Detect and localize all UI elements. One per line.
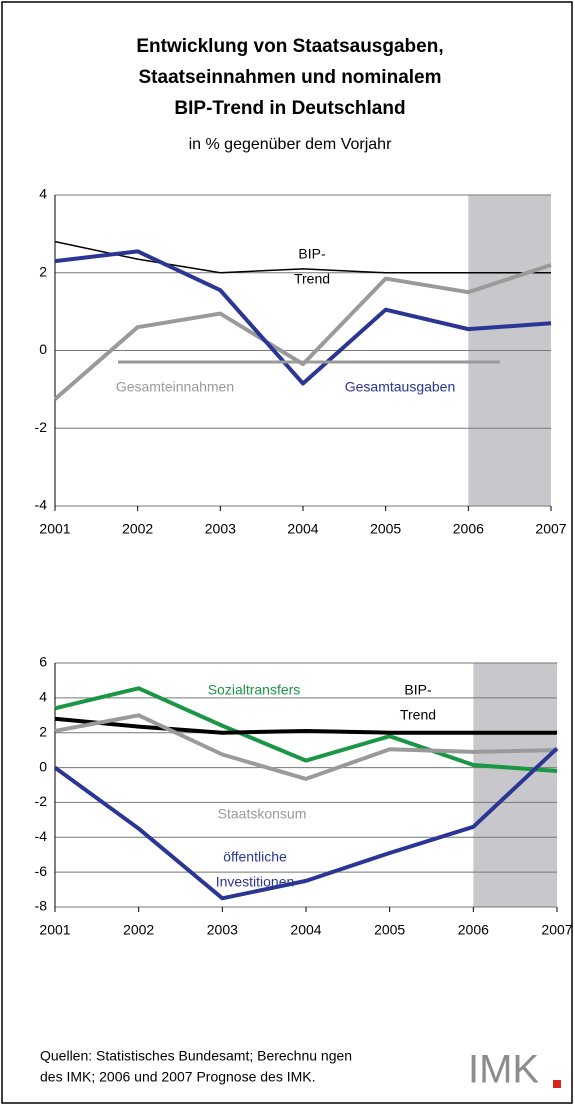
logo: IMK [468,1048,539,1092]
y-tick-label: -2 [35,793,48,809]
series-label: BIP- [298,246,326,262]
y-tick-label: 4 [39,186,47,202]
x-tick-label: 2005 [374,922,405,938]
source: Quellen: Statistisches Bundesamt; Berech… [40,1048,352,1064]
series-label: Trend [294,271,330,287]
y-tick-label: 0 [39,758,47,774]
source: des IMK; 2006 und 2007 Prognose des IMK. [40,1069,316,1085]
chart-top: -4 -2 0 2 4 2001 2002 2003 2004 2005 2006 2007 BIP- T… [35,186,567,537]
title: Entwicklung von Staatsausgaben, [136,36,443,57]
x-tick-label: 2004 [287,521,318,537]
series-label: Investitionen [216,874,295,890]
series-label: Sozialtransfers [208,682,301,698]
y-tick-label: -6 [35,863,48,879]
series-label: Gesamteinnahmen [116,379,234,395]
series-line [54,240,551,274]
series-label: Staatskonsum [218,806,307,822]
x-tick-label: 2001 [39,521,70,537]
title: BIP-Trend in Deutschland [174,98,405,119]
subtitle: in % gegenüber dem Vorjahr [189,136,392,153]
y-tick-label: 4 [39,689,47,705]
series-label: Trend [400,707,436,723]
series-label: BIP- [404,682,432,698]
x-tick-label: 2003 [205,521,236,537]
x-tick-label: 2002 [122,521,153,537]
series-line [54,249,552,386]
series-line [54,713,558,781]
x-tick-label: 2002 [123,922,154,938]
y-tick-label: -8 [35,898,48,914]
y-tick-label: 2 [39,263,47,279]
series-label: öffentliche [223,849,287,865]
x-tick-label: 2004 [290,922,321,938]
x-tick-label: 2001 [39,922,70,938]
series-label: Gesamtausgaben [345,379,456,395]
series-line [53,263,552,401]
series-line [54,686,558,774]
y-tick-label: -4 [35,497,48,513]
series-line [53,746,559,901]
x-tick-label: 2006 [453,521,484,537]
series-line [54,716,557,735]
chart-bottom: -8 -6 -4 -2 0 2 4 6 2001 2002 2003 2004 2005 2006 2007… [35,654,573,938]
y-tick-label: 6 [39,654,47,670]
y-tick-label: -2 [35,419,48,435]
y-tick-label: -4 [35,828,48,844]
logo-dot [553,1080,561,1088]
x-tick-label: 2007 [541,922,572,938]
title: Staatseinnahmen und nominalem [139,67,442,88]
x-tick-label: 2005 [370,521,401,537]
y-tick-label: 0 [39,341,47,357]
x-tick-label: 2003 [207,922,238,938]
x-tick-label: 2006 [458,922,489,938]
x-tick-label: 2007 [535,521,566,537]
y-tick-label: 2 [39,723,47,739]
